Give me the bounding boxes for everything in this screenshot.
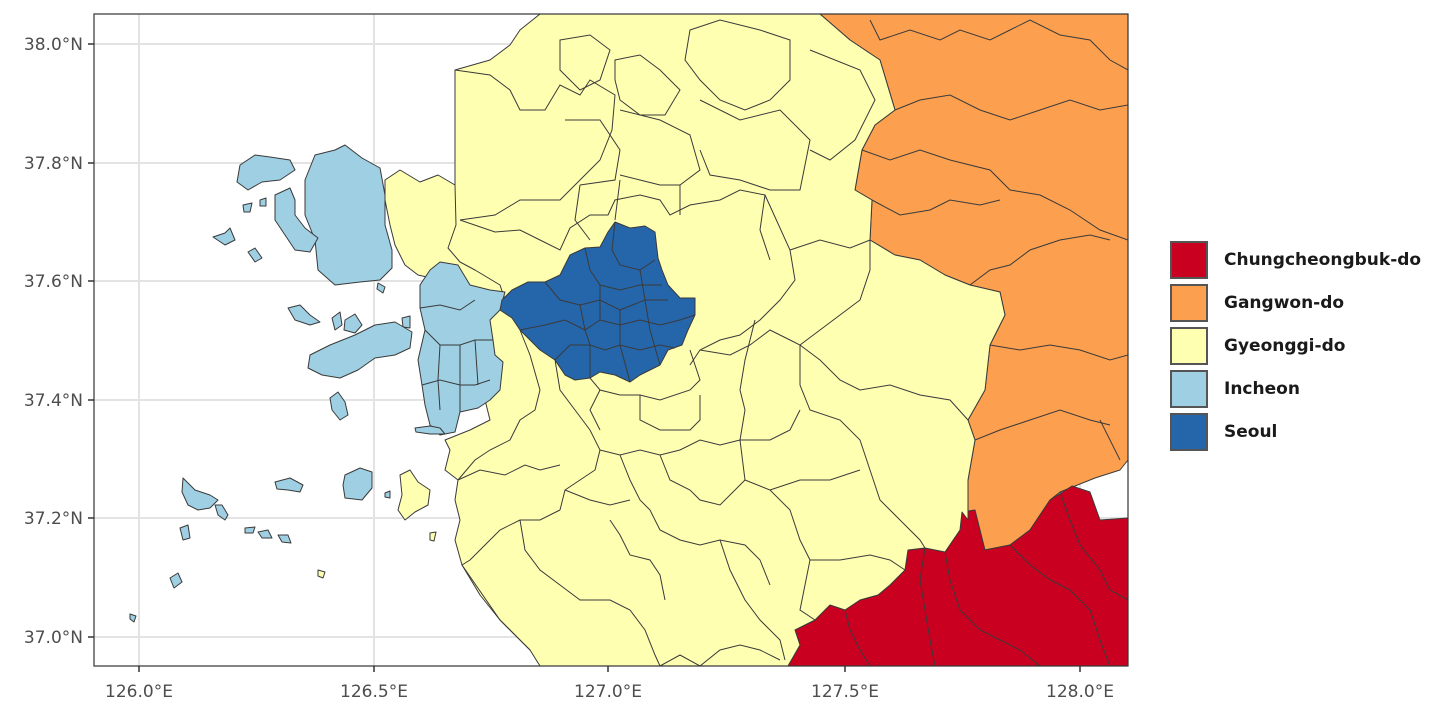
region-incheon-island[interactable] [331,311,343,331]
region-incheon-island[interactable] [242,202,253,213]
x-tick-label: 126.5°E [340,682,408,702]
region-incheon-island[interactable] [414,425,446,435]
y-tick-label: 37.8°N [24,154,83,174]
y-tick-label: 37.2°N [24,509,83,529]
legend-item-incheon[interactable]: Incheon [1170,367,1421,410]
x-tick-label: 127.5°E [811,682,879,702]
y-tick-label: 37.0°N [24,628,83,648]
region-incheon-island[interactable] [179,524,191,541]
region-incheon-island[interactable] [384,490,391,499]
region-incheon-island[interactable] [401,315,411,329]
y-tick-label: 38.0°N [24,35,83,55]
x-tick-label: 128.0°E [1046,682,1114,702]
region-incheon-island[interactable] [259,197,267,207]
legend-label: Seoul [1224,421,1278,442]
legend-swatch [1170,283,1208,322]
legend-item-seoul[interactable]: Seoul [1170,410,1421,453]
x-tick-label: 127.0°E [574,682,642,702]
region-incheon-island[interactable] [277,534,292,544]
legend-swatch [1170,326,1208,365]
region-incheon-island[interactable] [247,247,263,263]
region-incheon-island[interactable] [236,154,296,191]
legend: Chungcheongbuk-do Gangwon-do Gyeonggi-do… [1170,238,1421,453]
legend-swatch [1170,412,1208,451]
region-gyeonggi-do-islet[interactable] [317,569,326,579]
legend-label: Gyeonggi-do [1224,335,1346,356]
region-incheon-island[interactable] [129,613,137,623]
region-incheon-island[interactable] [214,504,229,521]
legend-label: Gangwon-do [1224,292,1345,313]
region-incheon-islet[interactable] [376,282,386,294]
region-seoul[interactable] [499,221,696,383]
axis-ticks [88,43,1081,672]
legend-item-gangwon-do[interactable]: Gangwon-do [1170,281,1421,324]
x-tick-label: 126.0°E [105,682,173,702]
legend-swatch [1170,369,1208,408]
legend-label: Chungcheongbuk-do [1224,249,1422,270]
legend-item-chungcheongbuk-do[interactable]: Chungcheongbuk-do [1170,238,1421,281]
region-incheon-ganghwa[interactable] [304,144,393,286]
region-incheon-island[interactable] [212,227,236,246]
region-incheon-island[interactable] [342,467,373,501]
district-boundaries [419,19,1128,666]
y-tick-label: 37.6°N [24,272,83,292]
region-gyeonggi-do-island[interactable] [397,469,431,521]
legend-swatch [1170,240,1208,279]
region-incheon-island[interactable] [169,572,183,589]
region-incheon-island[interactable] [257,529,273,539]
region-incheon-island[interactable] [274,477,304,493]
region-gyeonggi-do-islet[interactable] [429,531,437,542]
y-tick-label: 37.4°N [24,391,83,411]
legend-label: Incheon [1224,378,1300,399]
region-incheon-island[interactable] [329,391,349,421]
region-incheon-island[interactable] [343,313,363,334]
panel-border [93,13,1129,667]
region-incheon-island[interactable] [244,526,256,534]
region-incheon-island[interactable] [287,304,321,326]
region-incheon-island[interactable] [307,321,413,379]
legend-item-gyeonggi-do[interactable]: Gyeonggi-do [1170,324,1421,367]
region-incheon-island[interactable] [181,477,219,511]
region-incheon-island[interactable] [274,187,319,253]
